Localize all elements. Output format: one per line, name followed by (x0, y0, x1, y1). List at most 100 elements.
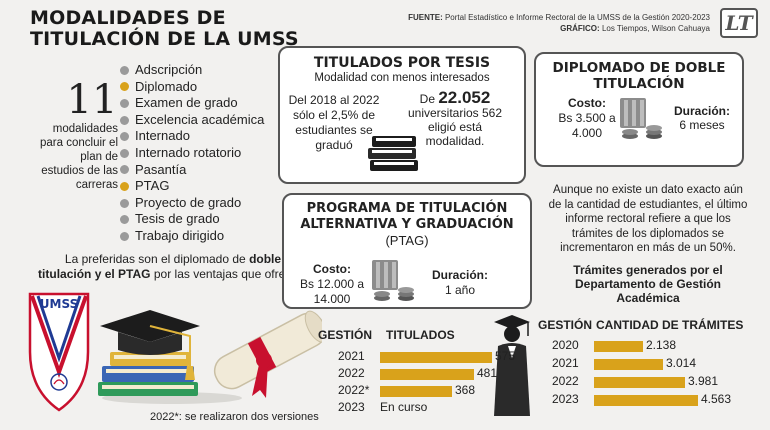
footnote: 2022*: se realizaron dos versiones (150, 411, 319, 423)
value-label: 2.138 (646, 338, 677, 352)
modalidad-item: Diplomado (120, 79, 264, 96)
pref-text-2: por las ventajas que ofrecen. (153, 266, 308, 281)
doble-duracion-label: Duración: (673, 104, 730, 118)
tesis-subtitle: Modalidad con menos interesados (314, 72, 490, 84)
bullet-dot-icon (120, 115, 129, 125)
pref-text-1: La preferidas son el diplomado de (64, 252, 246, 266)
ptag-duracion-label: Duración: (431, 268, 488, 282)
chart1-y-header: TITULADOS (386, 328, 455, 342)
category-label: 2022* (338, 383, 370, 397)
doble-duracion: Duración: 6 meses (664, 104, 740, 132)
bar (594, 395, 698, 406)
ptag-costo-value: Bs 12.000 a 14.000 (299, 277, 365, 306)
umss-logo-text: UMSS (39, 297, 79, 311)
bar (594, 377, 685, 388)
modalidad-item: Internado rotatorio (120, 145, 264, 162)
tesis-right-body: universitarios 562 eligió está modalidad… (407, 106, 503, 148)
modalidad-label: Pasantía (135, 161, 187, 177)
ptag-duracion: Duración: 1 año (420, 268, 500, 298)
modalidad-label: Excelencia académica (135, 111, 265, 127)
bullet-dot-icon (120, 231, 129, 241)
umss-shield-icon (28, 292, 90, 412)
category-label: 2023 (552, 392, 579, 406)
doble-title: DIPLOMADO DE DOBLE TITULACIÓN (552, 60, 726, 92)
value-label: 4.563 (701, 392, 732, 406)
modalidad-item: Proyecto de grado (120, 195, 264, 212)
value-label: 368 (455, 383, 476, 397)
value-label: 481 (477, 366, 498, 380)
modalidad-item: Pasantía (120, 162, 264, 179)
modalidades-count: 11 (66, 77, 118, 123)
tesis-right-text: De 22.052 universitarios 562 eligió está… (404, 88, 506, 148)
chart1-x-header: GESTIÓN (318, 328, 373, 342)
books-stack-icon (368, 136, 418, 171)
grafico-text: Los Tiempos, Wilson Cahuaya (601, 24, 710, 33)
bullet-dot-icon (120, 82, 129, 92)
tesis-title: TITULADOS POR TESIS (313, 55, 491, 71)
doble-costo: Costo: Bs 3.500 a 4.000 (556, 96, 618, 141)
value-label: 3.014 (666, 356, 697, 370)
modalidad-item: Adscripción (120, 62, 264, 79)
money-stack-icon (372, 260, 414, 301)
bar (380, 352, 492, 363)
modalidad-label: Adscripción (135, 62, 203, 77)
modalidad-item: Internado (120, 128, 264, 145)
category-label: 2021 (338, 349, 365, 363)
tesis-right-number: 22.052 (438, 88, 491, 107)
fuente-text: Portal Estadístico e Informe Rectoral de… (444, 13, 710, 22)
graduation-books-illustration-icon (98, 310, 322, 404)
bar (594, 341, 643, 352)
modalidad-item: Excelencia académica (120, 112, 264, 129)
money-stack-icon (620, 98, 662, 139)
bullet-dot-icon (120, 148, 129, 158)
bar (380, 369, 474, 380)
pref-text-bold: doble titulación y el PTAG (38, 252, 282, 281)
category-label: 2020 (552, 338, 579, 352)
chart2-x-header: GESTIÓN (538, 318, 593, 332)
modalidad-label: Internado rotatorio (135, 144, 242, 160)
modalidad-label: Tesis de grado (135, 211, 220, 227)
modalidad-item: PTAG (120, 178, 264, 195)
bullet-dot-icon (120, 65, 129, 75)
ptag-title: PROGRAMA DE TITULACIÓN ALTERNATIVA Y GRA… (282, 201, 532, 250)
modalidad-label: Diplomado (135, 78, 198, 94)
value-label: En curso (380, 400, 428, 414)
modalidades-list: Adscripción Diplomado Examen de grado Excel… (120, 62, 264, 245)
aunque-text: Aunque no existe un dato exacto aún de l… (548, 184, 748, 254)
bar (594, 359, 663, 370)
titulados-chart: GESTIÓN TITULADOS 2021 575 2022 481 2022* 368… (318, 328, 538, 414)
modalidad-label: PTAG (135, 178, 170, 194)
modalidad-label: Examen de grado (135, 95, 238, 111)
ptag-costo-label: Costo: (313, 262, 351, 276)
credits: FUENTE: Portal Estadístico e Informe Rec… (408, 12, 710, 34)
ptag-costo: Costo: Bs 12.000 a 14.000 (290, 262, 374, 307)
bullet-dot-icon (120, 165, 129, 175)
category-label: 2023 (338, 400, 365, 414)
modalidad-item: Trabajo dirigido (120, 228, 264, 245)
tesis-left-text: Del 2018 al 2022 sólo el 2,5% de estudia… (288, 93, 380, 152)
modalidad-label: Trabajo dirigido (135, 227, 225, 243)
tramites-chart: GESTIÓN CANTIDAD DE TRÁMITES 2020 2.138 20… (538, 318, 758, 408)
ptag-title-main: PROGRAMA DE TITULACIÓN ALTERNATIVA Y GRA… (300, 201, 514, 232)
ptag-duracion-value: 1 año (444, 283, 476, 297)
modalidad-item: Tesis de grado (120, 211, 264, 228)
category-label: 2021 (552, 356, 579, 370)
bar (380, 386, 452, 397)
doble-costo-label: Costo: (568, 96, 606, 110)
category-label: 2022 (338, 366, 365, 380)
tramites-chart-title: Trámites generados por el Departamento d… (573, 263, 723, 305)
bullet-dot-icon (120, 198, 129, 208)
bullet-dot-icon (120, 132, 129, 142)
modalidades-count-text: modalidades para concluir el plan de est… (40, 123, 118, 191)
bullet-dot-icon (120, 98, 129, 108)
category-label: 2022 (552, 374, 579, 388)
bullet-dot-icon (120, 181, 129, 191)
bullet-dot-icon (120, 215, 129, 225)
preferencias-text: La preferidas son el diplomado de doble … (38, 252, 308, 281)
page-title: MODALIDADES DE TITULACIÓN DE LA UMSS (30, 7, 299, 50)
modalidad-label: Proyecto de grado (135, 194, 242, 210)
grafico-label: GRÁFICO: (560, 24, 600, 33)
tesis-right-de: De (419, 92, 435, 106)
doble-duracion-value: 6 meses (679, 118, 725, 132)
fuente-label: FUENTE: (408, 13, 443, 22)
